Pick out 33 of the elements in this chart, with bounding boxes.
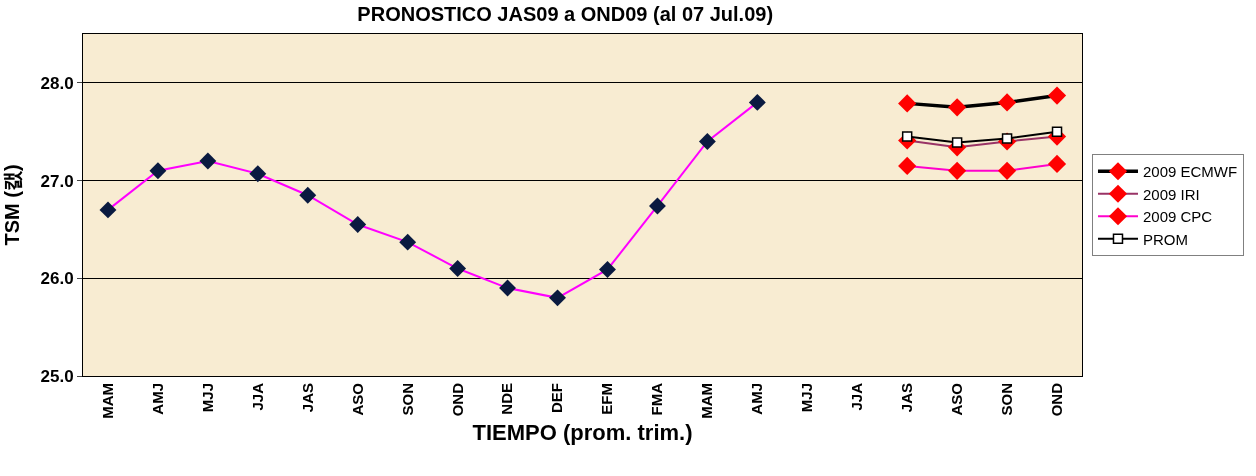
x-tick-label: DEF (548, 383, 566, 413)
x-tick-label: AMJ (148, 383, 166, 415)
y-tick-label: 28.0 (40, 73, 74, 93)
x-tick-label: MAM (98, 383, 116, 419)
x-tick-label: AMJ (748, 383, 766, 415)
x-tick-label: SON (398, 383, 416, 416)
x-tick-label: FMA (648, 382, 666, 416)
x-tick-label: EFM (598, 383, 616, 415)
chart-title: PRONOSTICO JAS09 a OND09 (al 07 Jul.09) (357, 3, 774, 26)
x-tick-label: OND (448, 382, 466, 417)
x-tick-label: JJA (848, 382, 866, 411)
point (1051, 126, 1063, 137)
x-tick-label: NDE (498, 383, 516, 415)
x-tick-label: JJA (248, 382, 266, 411)
x-tick-label: MJJ (198, 383, 216, 413)
legend-label: 2009 CPC (1142, 208, 1213, 226)
y-tick-label: 27.0 (40, 171, 74, 191)
x-tick-label: OND (1047, 382, 1065, 417)
point (951, 137, 963, 148)
x-tick-label: JAS (298, 383, 316, 413)
y-tick-label: 26.0 (40, 269, 74, 289)
legend-label: 2009 IRI (1142, 185, 1200, 203)
x-tick-label: MAM (698, 383, 716, 419)
x-tick-label: JAS (898, 383, 916, 413)
x-tick-label: SON (997, 383, 1015, 416)
x-axis-title: TIEMPO (prom. trim.) (472, 419, 693, 445)
legend-label: 2009 ECMWF (1142, 163, 1238, 181)
y-tick-label: 25.0 (40, 366, 74, 386)
x-tick-label: ASO (948, 382, 966, 416)
x-tick-label: ASO (348, 382, 366, 416)
legend-label: PROM (1142, 230, 1188, 248)
x-tick-label: MJJ (798, 383, 816, 413)
y-axis-title: TSM (캜) (1, 164, 24, 246)
